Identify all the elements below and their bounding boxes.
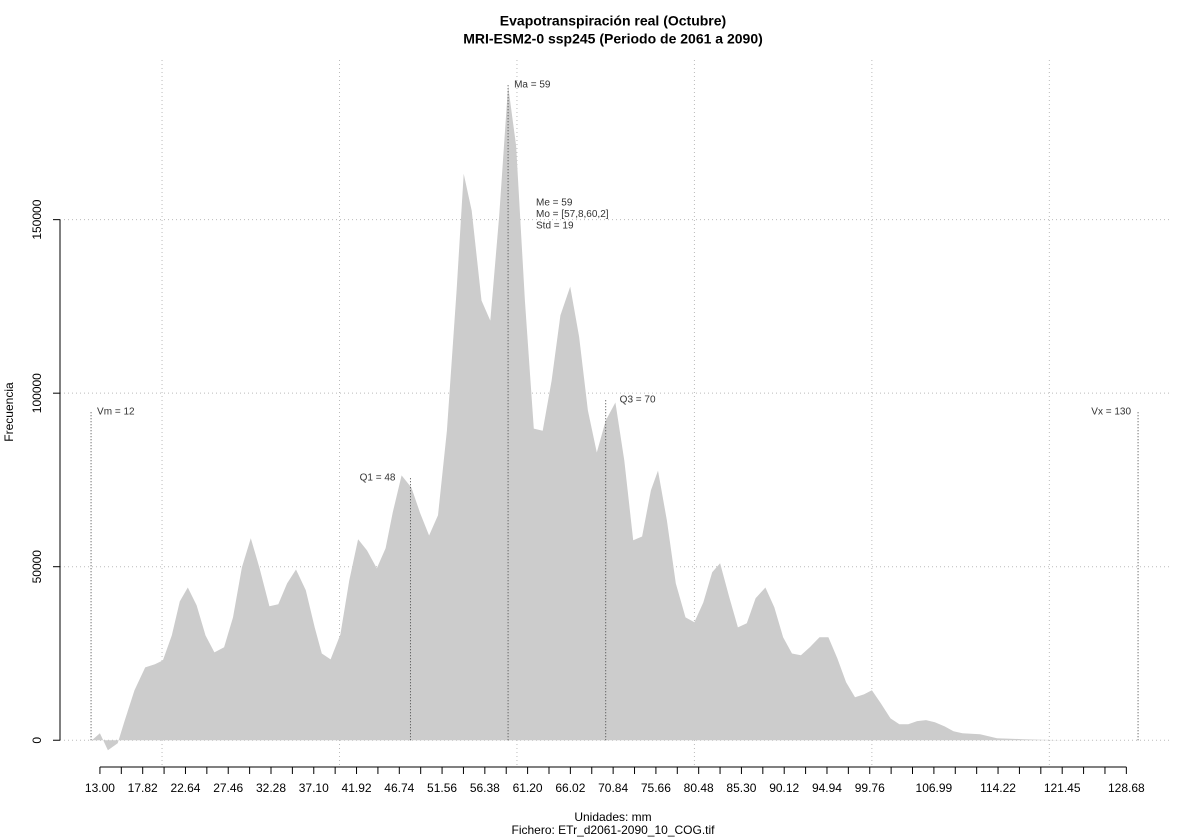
annotation: Me = 59 (536, 198, 573, 209)
x-tick-label: 32.28 (256, 781, 286, 795)
y-tick-label: 50000 (30, 550, 44, 584)
reference-label: Q1 = 48 (360, 473, 396, 484)
chart-title: Evapotranspiración real (Octubre) (500, 13, 726, 29)
x-tick-label: 22.64 (170, 781, 200, 795)
x-tick-label: 13.00 (85, 781, 115, 795)
reference-label: Vx = 130 (1091, 407, 1131, 418)
area (91, 85, 1129, 751)
x-tick-label: 75.66 (641, 781, 671, 795)
x-tick-label: 61.20 (513, 781, 543, 795)
x-tick-label: 90.12 (769, 781, 799, 795)
x-tick-label: 66.02 (555, 781, 585, 795)
y-tick-label: 0 (30, 737, 44, 744)
reference-label: Q3 = 70 (620, 395, 656, 406)
x-tick-label: 56.38 (470, 781, 500, 795)
x-tick-label: 99.76 (855, 781, 885, 795)
reference-label: Vm = 12 (97, 407, 135, 418)
chart-subtitle: MRI-ESM2-0 ssp245 (Periodo de 2061 a 209… (463, 31, 763, 47)
x-tick-label: 121.45 (1044, 781, 1081, 795)
x-tick-label: 70.84 (598, 781, 628, 795)
x-caption: Fichero: ETr_d2061-2090_10_COG.tif (512, 823, 716, 837)
x-tick-label: 46.74 (384, 781, 414, 795)
x-tick-label: 27.46 (213, 781, 243, 795)
x-tick-label: 94.94 (812, 781, 842, 795)
x-tick-label: 85.30 (726, 781, 756, 795)
x-tick-label: 37.10 (299, 781, 329, 795)
y-tick-label: 100000 (30, 373, 44, 413)
y-tick-label: 150000 (30, 199, 44, 239)
x-tick-label: 128.68 (1108, 781, 1145, 795)
x-tick-label: 114.22 (980, 781, 1016, 795)
x-tick-label: 51.56 (427, 781, 457, 795)
x-tick-label: 106.99 (916, 781, 953, 795)
x-tick-label: 80.48 (684, 781, 714, 795)
x-axis-label: Unidades: mm (574, 810, 651, 824)
annotation: Mo = [57,8,60,2] (536, 209, 609, 220)
x-tick-label: 17.82 (128, 781, 158, 795)
x-tick-label: 41.92 (342, 781, 372, 795)
reference-label: Ma = 59 (514, 80, 551, 91)
y-axis-label: Frecuencia (2, 382, 16, 442)
annotation: Std = 19 (536, 221, 574, 232)
